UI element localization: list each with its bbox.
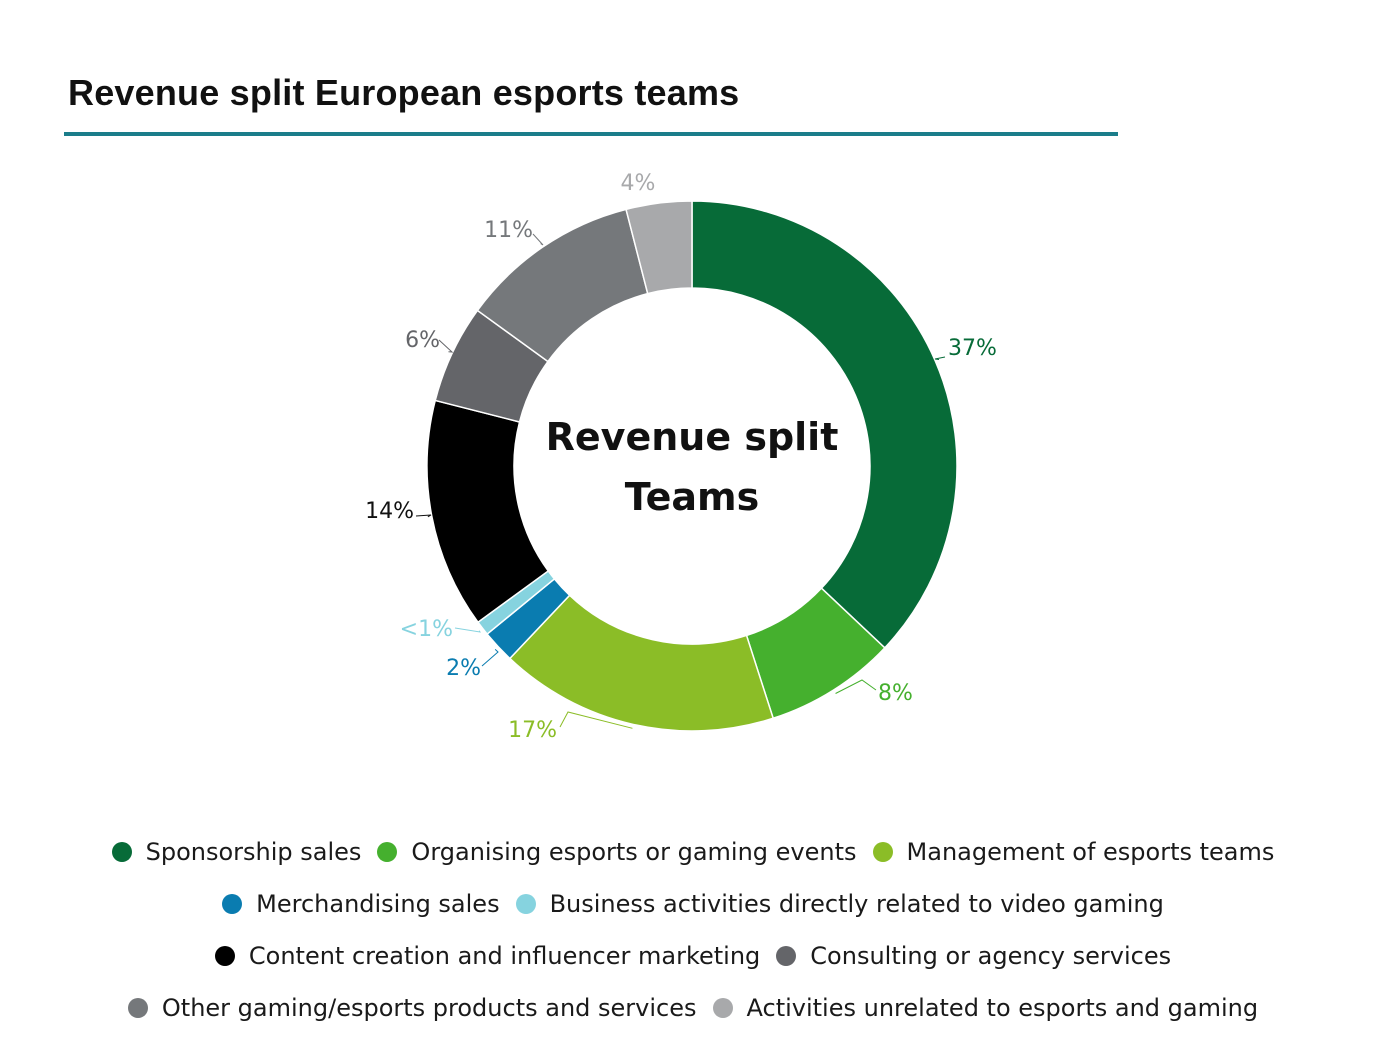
- data-label: 6%: [405, 328, 440, 353]
- legend-marker: [127, 998, 148, 1018]
- legend-label: Organising esports or gaming events: [411, 838, 857, 866]
- legend-item-organising-events: Organising esports or gaming events: [377, 838, 857, 866]
- legend-item-other-products: Other gaming/esports products and servic…: [127, 994, 697, 1022]
- chart-legend: Sponsorship sales Organising esports or …: [0, 826, 1386, 1034]
- legend-item-business-video-gaming: Business activities directly related to …: [515, 890, 1164, 918]
- leader-line: [415, 514, 432, 518]
- legend-item-content-creation: Content creation and influencer marketin…: [214, 942, 761, 970]
- title-divider: [64, 132, 1118, 136]
- data-label: 14%: [365, 499, 414, 524]
- data-label: <1%: [400, 617, 453, 642]
- legend-label: Management of esports teams: [906, 838, 1275, 866]
- leader-line: [438, 339, 454, 353]
- leader-line: [559, 711, 633, 729]
- legend-label: Content creation and influencer marketin…: [248, 942, 761, 970]
- legend-label: Sponsorship sales: [145, 838, 362, 866]
- legend-marker: [712, 998, 733, 1018]
- legend-row: Content creation and influencer marketin…: [0, 930, 1386, 982]
- legend-marker: [515, 894, 536, 914]
- legend-marker: [872, 842, 893, 862]
- legend-label: Business activities directly related to …: [549, 890, 1164, 918]
- legend-marker: [377, 842, 398, 862]
- chart-title: Revenue split European esports teams: [68, 72, 740, 113]
- donut-chart: 37% 8% 17% 2% <1% 14% 6% 11% 4% Revenue split Team…: [365, 171, 997, 743]
- legend-label: Activities unrelated to esports and gami…: [746, 994, 1259, 1022]
- legend-marker: [214, 946, 235, 966]
- data-label: 11%: [484, 218, 533, 243]
- legend-label: Other gaming/esports products and servic…: [161, 994, 697, 1022]
- legend-row: Other gaming/esports products and servic…: [0, 982, 1386, 1034]
- data-label: 4%: [621, 171, 656, 196]
- legend-marker: [111, 842, 132, 862]
- legend-row: Merchandising sales Business activities …: [0, 878, 1386, 930]
- leader-line: [835, 679, 877, 694]
- legend-label: Consulting or agency services: [810, 942, 1172, 970]
- legend-row: Sponsorship sales Organising esports or …: [0, 826, 1386, 878]
- data-label: 2%: [446, 656, 481, 681]
- slice-sponsorship-sales: [691, 200, 958, 649]
- legend-item-management-teams: Management of esports teams: [872, 838, 1275, 866]
- slice-activities-unrelated-to-esports-and-gaming: [625, 200, 693, 295]
- leader-line: [481, 648, 499, 667]
- legend-item-sponsorship: Sponsorship sales: [111, 838, 362, 866]
- legend-item-merchandising: Merchandising sales: [222, 890, 500, 918]
- legend-item-consulting: Consulting or agency services: [776, 942, 1171, 970]
- data-label: 17%: [508, 718, 557, 743]
- legend-item-unrelated-activities: Activities unrelated to esports and gami…: [712, 994, 1259, 1022]
- data-label: 37%: [948, 336, 997, 361]
- leader-line: [532, 233, 544, 246]
- data-label: 8%: [878, 681, 913, 706]
- center-label: Teams: [625, 475, 760, 519]
- leader-line: [454, 627, 481, 633]
- center-label: Revenue split: [546, 415, 839, 459]
- legend-label: Merchandising sales: [256, 890, 500, 918]
- legend-marker: [776, 946, 797, 966]
- leader-line: [934, 356, 946, 360]
- legend-marker: [222, 894, 243, 914]
